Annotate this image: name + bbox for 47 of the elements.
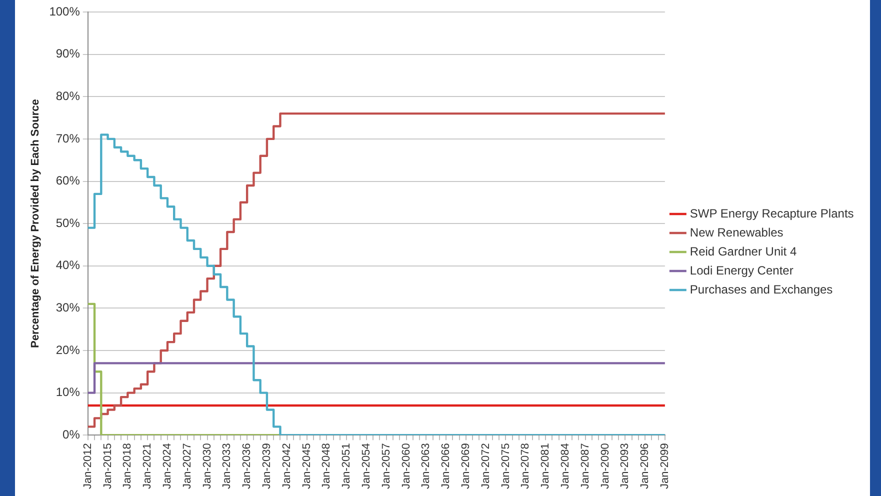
x-tick-label: Jan-2045 <box>300 443 313 490</box>
x-tick-label: Jan-2057 <box>380 443 392 490</box>
legend-label: Purchases and Exchanges <box>690 282 833 296</box>
x-tick-label: Jan-2096 <box>639 443 652 490</box>
y-axis-title: Percentage of Energy Provided by Each Source <box>30 99 42 348</box>
x-tick-label: Jan-2066 <box>440 443 452 490</box>
x-tick-label: Jan-2048 <box>320 443 333 490</box>
x-tick-label: Jan-2069 <box>460 443 472 490</box>
x-tick-label: Jan-2099 <box>658 443 671 490</box>
x-tick-label: Jan-2063 <box>420 443 432 490</box>
x-tick-label: Jan-2042 <box>280 443 293 490</box>
y-tick-label: 10% <box>56 385 80 400</box>
x-tick-label: Jan-2015 <box>102 443 114 490</box>
y-tick-label: 0% <box>62 427 80 442</box>
y-tick-label: 20% <box>56 342 80 357</box>
x-tick-label: Jan-2060 <box>400 443 412 490</box>
x-tick-label: Jan-2090 <box>599 443 612 490</box>
x-tick-label: Jan-2078 <box>520 443 532 490</box>
legend-label: New Renewables <box>690 225 784 240</box>
x-tick-label: Jan-2033 <box>221 443 234 490</box>
y-tick-label: 80% <box>56 88 80 103</box>
x-tick-label: Jan-2084 <box>559 443 572 490</box>
x-tick-label: Jan-2024 <box>162 443 174 490</box>
x-tick-label: Jan-2093 <box>619 443 632 490</box>
x-tick-label: Jan-2021 <box>142 443 154 490</box>
x-tick-label: Jan-2054 <box>360 443 372 490</box>
x-tick-label: Jan-2051 <box>340 443 353 490</box>
y-tick-label: 90% <box>56 46 80 61</box>
legend-label: Reid Gardner Unit 4 <box>690 244 797 258</box>
x-tick-label: Jan-2012 <box>82 443 94 490</box>
legend-label: SWP Energy Recapture Plants <box>690 206 854 220</box>
legend-label: Lodi Energy Center <box>690 263 794 278</box>
y-tick-label: 100% <box>49 4 80 18</box>
x-tick-label: Jan-2075 <box>500 443 512 490</box>
y-tick-label: 40% <box>56 258 80 272</box>
x-tick-label: Jan-2072 <box>480 443 492 490</box>
x-tick-label: Jan-2030 <box>201 443 214 490</box>
x-tick-label: Jan-2036 <box>241 443 254 490</box>
y-tick-label: 70% <box>56 131 80 146</box>
y-tick-label: 50% <box>56 216 80 230</box>
x-tick-label: Jan-2087 <box>579 443 592 490</box>
x-tick-label: Jan-2018 <box>122 443 134 490</box>
x-tick-label: Jan-2027 <box>181 443 194 490</box>
y-tick-label: 60% <box>56 174 80 188</box>
x-tick-label: Jan-2081 <box>540 443 552 490</box>
y-tick-label: 30% <box>56 300 80 315</box>
x-tick-label: Jan-2039 <box>261 443 273 490</box>
